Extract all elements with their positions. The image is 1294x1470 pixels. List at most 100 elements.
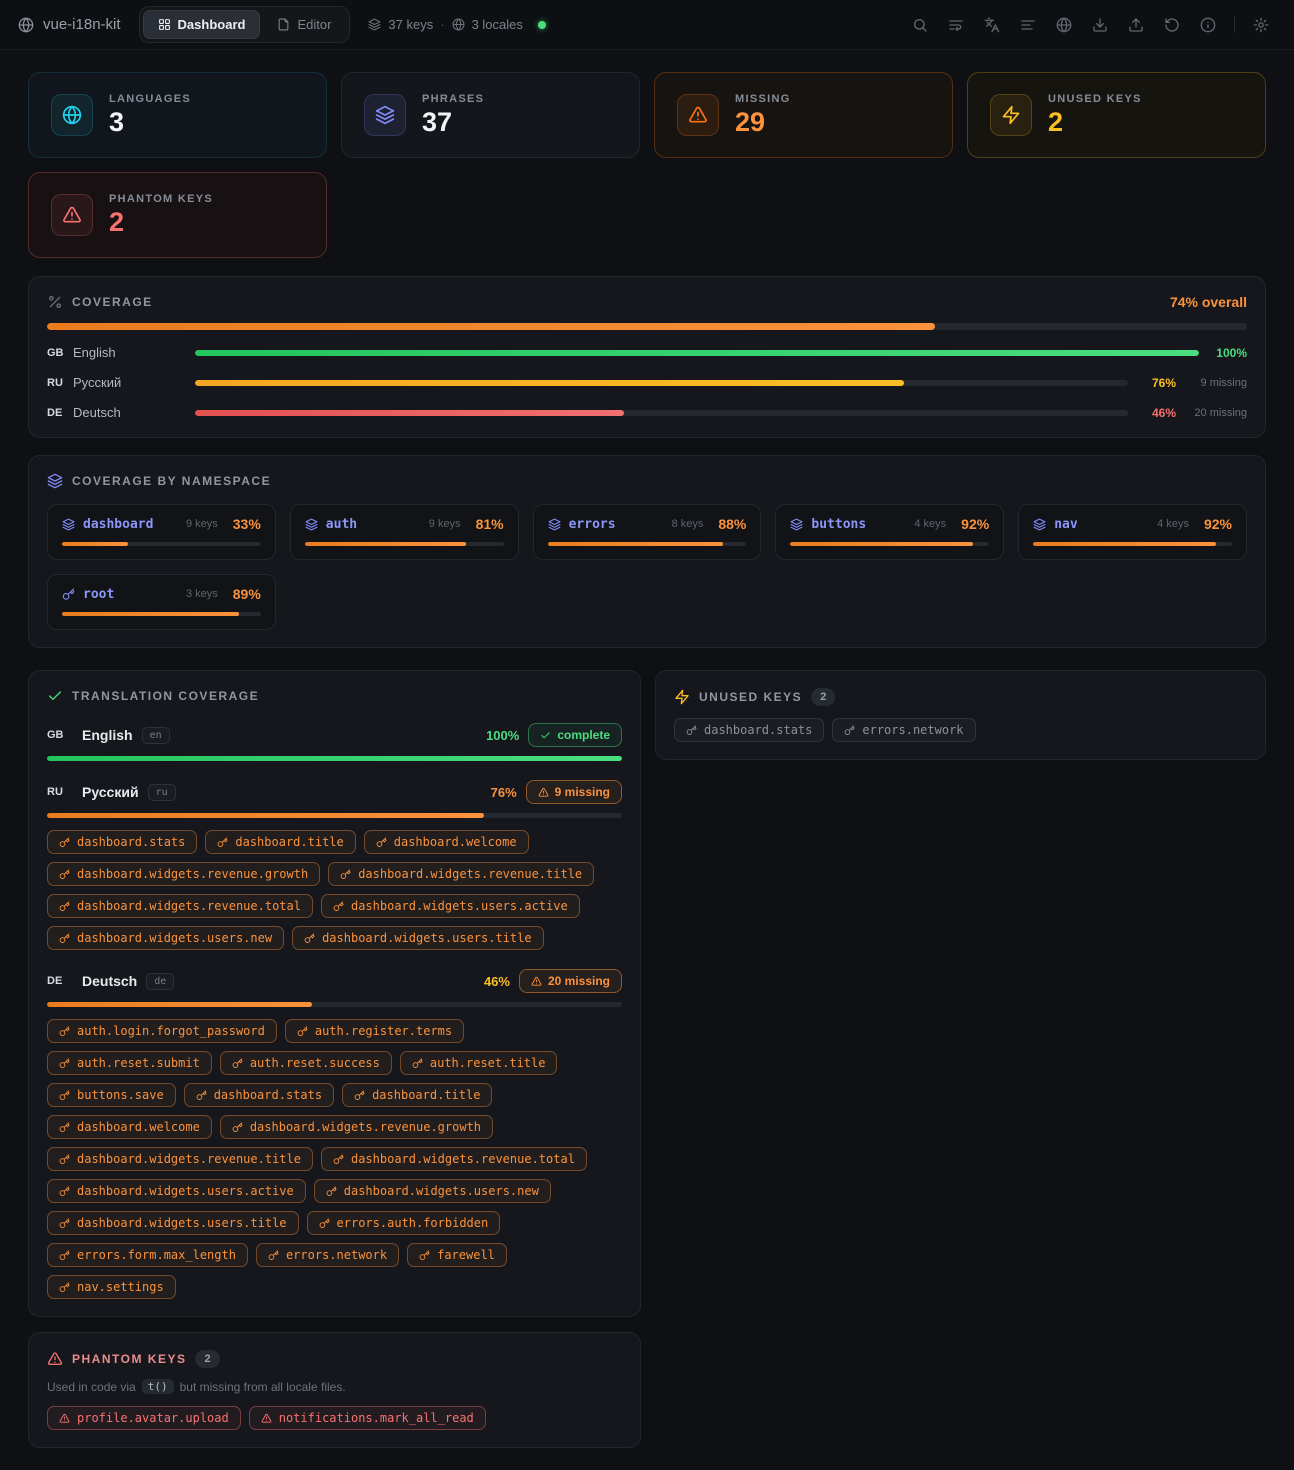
key-icon	[59, 836, 70, 848]
key-chip-label: dashboard.title	[372, 1088, 481, 1102]
align-left-icon	[1020, 17, 1036, 33]
key-chip[interactable]: dashboard.widgets.revenue.total	[320, 1147, 587, 1171]
key-chip-label: profile.avatar.upload	[77, 1411, 229, 1425]
key-chip-label: dashboard.widgets.revenue.total	[77, 899, 301, 913]
key-chip[interactable]: dashboard.widgets.users.active	[320, 894, 580, 918]
key-icon	[419, 1249, 430, 1261]
wrap-text-button[interactable]	[941, 10, 971, 40]
key-chip[interactable]: dashboard.widgets.revenue.title	[47, 1147, 313, 1171]
tab-editor[interactable]: Editor	[262, 10, 346, 39]
meta-separator: ·	[440, 17, 445, 32]
tab-label: Editor	[297, 17, 332, 32]
key-chip[interactable]: dashboard.title	[342, 1083, 493, 1107]
key-chip-label: dashboard.stats	[213, 1088, 323, 1102]
key-chip[interactable]: errors.network	[832, 718, 976, 742]
key-icon	[59, 1153, 70, 1165]
stat-label: PHRASES	[422, 92, 485, 105]
namespace-percent: 92%	[961, 516, 990, 532]
globe-button[interactable]	[1049, 10, 1079, 40]
key-chip[interactable]: dashboard.widgets.revenue.growth	[47, 862, 321, 886]
align-left-button[interactable]	[1013, 10, 1043, 40]
locale-name: English	[73, 345, 116, 360]
key-icon	[59, 1089, 70, 1101]
languages-button[interactable]	[977, 10, 1007, 40]
locale-tag: en	[141, 726, 170, 744]
key-chip[interactable]: dashboard.title	[205, 830, 356, 854]
warning-icon	[538, 787, 549, 798]
key-chip[interactable]: auth.reset.title	[399, 1051, 558, 1075]
stat-value: 2	[1048, 106, 1064, 137]
locale-code: RU	[47, 786, 63, 798]
key-chip[interactable]: dashboard.widgets.users.title	[47, 1211, 299, 1235]
tab-dashboard[interactable]: Dashboard	[142, 10, 261, 39]
key-icon	[62, 588, 75, 601]
key-chip[interactable]: dashboard.widgets.users.new	[313, 1179, 551, 1203]
namespace-percent: 33%	[232, 516, 261, 532]
upload-button[interactable]	[1121, 10, 1151, 40]
settings-button[interactable]	[1246, 10, 1276, 40]
status-dot	[537, 20, 546, 29]
layers-icon	[305, 518, 318, 531]
locale-code: RU	[47, 376, 63, 389]
key-chip[interactable]: dashboard.stats	[47, 830, 198, 854]
key-chip[interactable]: dashboard.welcome	[47, 1115, 212, 1139]
key-chip[interactable]: dashboard.welcome	[363, 830, 529, 854]
key-chip[interactable]: auth.reset.success	[219, 1051, 392, 1075]
stat-card-unused: UNUSED KEYS 2	[967, 72, 1266, 158]
locale-status-badge: 20 missing	[518, 969, 622, 993]
locale-name: Русский	[73, 375, 122, 390]
key-chip[interactable]: dashboard.widgets.revenue.growth	[219, 1115, 494, 1139]
key-chip-label: dashboard.widgets.users.title	[77, 1216, 287, 1230]
key-chip[interactable]: notifications.mark_all_read	[248, 1406, 486, 1430]
coverage-row-de: DE Deutsch 46% 20 missing	[47, 405, 1247, 420]
coverage-bar	[195, 409, 1128, 416]
key-chip[interactable]: dashboard.widgets.revenue.total	[47, 894, 313, 918]
key-chip[interactable]: auth.login.forgot_password	[47, 1019, 277, 1043]
locale-name: Deutsch	[82, 973, 138, 989]
globe-icon	[452, 18, 465, 31]
locale-block-de: DE Deutsch de 46% 20 missing auth.login.…	[47, 969, 622, 1299]
download-button[interactable]	[1085, 10, 1115, 40]
key-chip[interactable]: dashboard.widgets.revenue.title	[328, 862, 595, 886]
key-chip[interactable]: dashboard.widgets.users.active	[47, 1179, 306, 1203]
key-chip-label: errors.network	[862, 723, 964, 737]
locale-status-badge: 9 missing	[525, 780, 622, 804]
translation-coverage-panel: TRANSLATION COVERAGE GB English en 100% …	[28, 670, 641, 1317]
key-chip[interactable]: errors.network	[255, 1243, 400, 1267]
info-icon	[1200, 17, 1216, 33]
key-chip[interactable]: auth.register.terms	[284, 1019, 465, 1043]
key-chip-label: auth.register.terms	[314, 1024, 453, 1038]
missing-count: 9 missing	[1200, 376, 1247, 389]
search-button[interactable]	[905, 10, 935, 40]
locale-code: GB	[47, 346, 64, 359]
key-icon	[297, 1025, 308, 1037]
key-chip[interactable]: errors.form.max_length	[47, 1243, 248, 1267]
info-button[interactable]	[1193, 10, 1223, 40]
key-chip[interactable]: dashboard.widgets.users.title	[292, 926, 544, 950]
undo-button[interactable]	[1157, 10, 1187, 40]
locale-name: Deutsch	[73, 405, 121, 420]
key-chip[interactable]: dashboard.stats	[183, 1083, 335, 1107]
coverage-row-gb: GB English 100%	[47, 345, 1247, 360]
key-chip[interactable]: dashboard.widgets.users.new	[47, 926, 285, 950]
key-chip-label: auth.reset.submit	[77, 1056, 200, 1070]
key-chip-label: dashboard.widgets.users.active	[77, 1184, 294, 1198]
key-chip-label: errors.auth.forbidden	[336, 1216, 489, 1230]
key-icon	[686, 724, 697, 736]
key-chip[interactable]: auth.reset.submit	[47, 1051, 212, 1075]
key-chip[interactable]: buttons.save	[47, 1083, 176, 1107]
key-chip[interactable]: farewell	[407, 1243, 507, 1267]
key-icon	[340, 868, 351, 880]
key-chip-label: errors.form.max_length	[77, 1248, 236, 1262]
zap-icon	[990, 94, 1032, 136]
key-icon	[304, 932, 315, 944]
key-icon	[59, 932, 70, 944]
key-chip-label: auth.reset.success	[249, 1056, 380, 1070]
key-chip[interactable]: dashboard.stats	[674, 718, 825, 742]
key-chip[interactable]: profile.avatar.upload	[47, 1406, 241, 1430]
key-icon	[326, 1185, 337, 1197]
key-chip[interactable]: errors.auth.forbidden	[306, 1211, 501, 1235]
navbar-toolbar	[905, 10, 1276, 40]
key-chip[interactable]: nav.settings	[47, 1275, 176, 1299]
key-icon	[59, 900, 70, 912]
